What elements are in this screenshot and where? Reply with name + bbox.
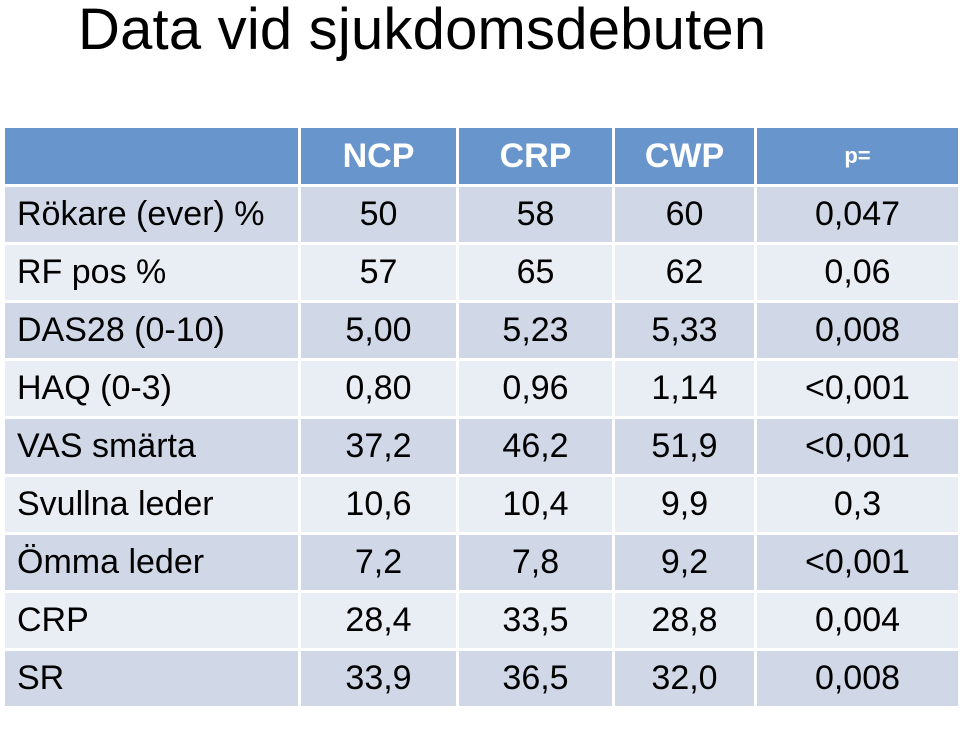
ncp-value: 7,2	[298, 532, 459, 593]
cwp-value: 1,14	[612, 358, 757, 419]
table-row: VAS smärta 37,2 46,2 51,9 <0,001	[2, 416, 960, 477]
row-label: RF pos %	[2, 242, 301, 303]
cwp-value: 5,33	[612, 300, 757, 361]
cwp-value: 9,9	[612, 474, 757, 535]
p-value: 0,008	[754, 648, 960, 709]
crp-value: 10,4	[456, 474, 615, 535]
header-cell-corner	[2, 125, 301, 187]
crp-value: 33,5	[456, 590, 615, 651]
crp-value: 58	[456, 184, 615, 245]
p-value: <0,001	[754, 358, 960, 419]
cwp-value: 9,2	[612, 532, 757, 593]
table-row: RF pos % 57 65 62 0,06	[2, 242, 960, 303]
ncp-value: 50	[298, 184, 459, 245]
cwp-value: 62	[612, 242, 757, 303]
table-row: SR 33,9 36,5 32,0 0,008	[2, 648, 960, 709]
p-value: 0,047	[754, 184, 960, 245]
ncp-value: 37,2	[298, 416, 459, 477]
ncp-value: 33,9	[298, 648, 459, 709]
cwp-value: 60	[612, 184, 757, 245]
row-label: SR	[2, 648, 301, 709]
table-row: HAQ (0-3) 0,80 0,96 1,14 <0,001	[2, 358, 960, 419]
row-label: Rökare (ever) %	[2, 184, 301, 245]
crp-value: 65	[456, 242, 615, 303]
p-value: <0,001	[754, 532, 960, 593]
row-label: DAS28 (0-10)	[2, 300, 301, 361]
p-value: 0,008	[754, 300, 960, 361]
ncp-value: 28,4	[298, 590, 459, 651]
ncp-value: 10,6	[298, 474, 459, 535]
crp-value: 7,8	[456, 532, 615, 593]
p-value: 0,3	[754, 474, 960, 535]
row-label: CRP	[2, 590, 301, 651]
table-row: Ömma leder 7,2 7,8 9,2 <0,001	[2, 532, 960, 593]
header-cell-ncp: NCP	[298, 125, 459, 187]
header-cell-p-value: p=	[754, 125, 960, 187]
row-label: Ömma leder	[2, 532, 301, 593]
crp-value: 36,5	[456, 648, 615, 709]
row-label: Svullna leder	[2, 474, 301, 535]
row-label: HAQ (0-3)	[2, 358, 301, 419]
row-label: VAS smärta	[2, 416, 301, 477]
ncp-value: 0,80	[298, 358, 459, 419]
crp-value: 46,2	[456, 416, 615, 477]
table-row: CRP 28,4 33,5 28,8 0,004	[2, 590, 960, 651]
crp-value: 0,96	[456, 358, 615, 419]
table-row: DAS28 (0-10) 5,00 5,23 5,33 0,008	[2, 300, 960, 361]
data-table: NCP CRP CWP p= Rökare (ever) % 50 58 60 0,04…	[2, 125, 960, 709]
p-value: <0,001	[754, 416, 960, 477]
ncp-value: 5,00	[298, 300, 459, 361]
header-row: NCP CRP CWP p=	[2, 125, 960, 187]
crp-value: 5,23	[456, 300, 615, 361]
header-cell-cwp: CWP	[612, 125, 757, 187]
ncp-value: 57	[298, 242, 459, 303]
header-cell-crp: CRP	[456, 125, 615, 187]
cwp-value: 32,0	[612, 648, 757, 709]
cwp-value: 28,8	[612, 590, 757, 651]
p-value: 0,004	[754, 590, 960, 651]
cwp-value: 51,9	[612, 416, 757, 477]
slide-title: Data vid sjukdomsdebuten	[78, 0, 767, 62]
p-value: 0,06	[754, 242, 960, 303]
table-row: Rökare (ever) % 50 58 60 0,047	[2, 184, 960, 245]
table-row: Svullna leder 10,6 10,4 9,9 0,3	[2, 474, 960, 535]
